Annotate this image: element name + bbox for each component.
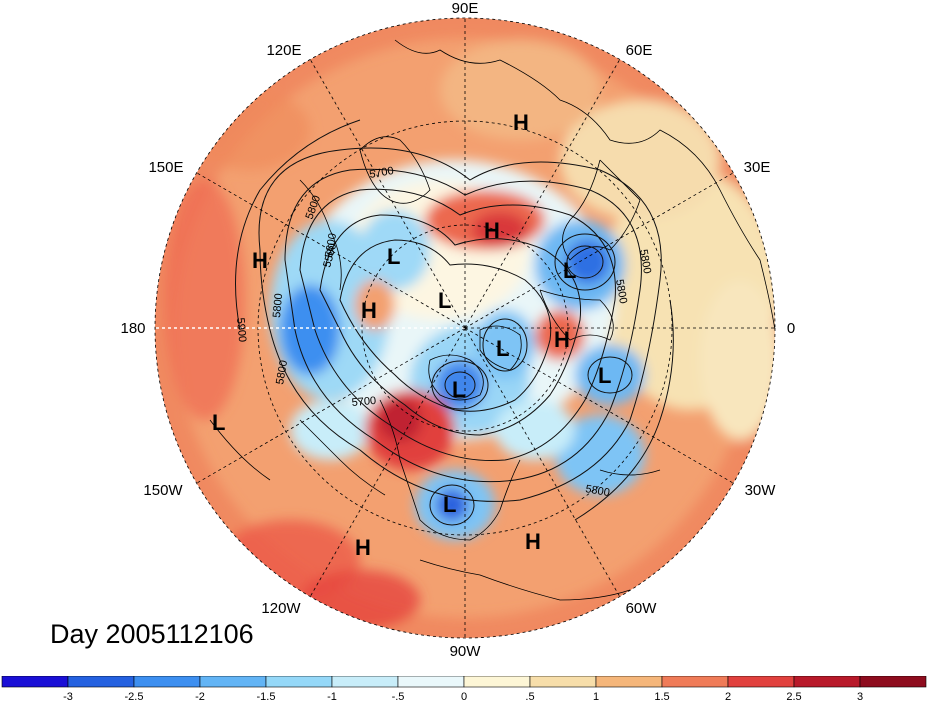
pressure-center-mark: H (484, 218, 500, 243)
colorbar-box (67, 676, 135, 688)
longitude-label: 90E (452, 0, 479, 17)
pressure-center-mark: L (496, 336, 509, 361)
colorbar-box (661, 676, 729, 688)
contour-label: 5800 (613, 278, 629, 304)
longitude-label: 60E (626, 42, 653, 59)
longitude-label: 120W (261, 600, 301, 617)
colorbar-box (199, 676, 267, 688)
longitude-label: 30E (744, 159, 771, 176)
colorbar-box (397, 676, 465, 688)
colorbar-box (133, 676, 201, 688)
colorbar-tick-label: .5 (525, 691, 534, 702)
map-boundary (154, 17, 776, 639)
contour-label-group: 5700 5800 5500 5800 5800 5600 5800 5900 … (234, 165, 653, 499)
longitude-label: 180 (120, 320, 145, 337)
contour-label: 5600 (323, 232, 339, 258)
colorbar-tick-label: -1.5 (257, 691, 276, 702)
colorbar-tick-label: -3 (63, 691, 73, 702)
longitude-label: 30W (745, 482, 777, 499)
contour-label: 5800 (271, 293, 285, 318)
pressure-center-mark: L (387, 244, 400, 269)
pressure-center-mark: H (513, 110, 529, 135)
day-label: Day 2005112106 (50, 619, 254, 649)
colorbar-box (463, 676, 531, 688)
colorbar-box (1, 676, 69, 688)
contour-label: 5700 (368, 165, 394, 181)
contour-label: 5700 (351, 395, 376, 409)
pressure-center-mark: L (598, 363, 611, 388)
colorbar: -3 -2.5 -2 -1.5 -1 -.5 0 .5 1 1.5 2 2.5 3 (1, 676, 927, 702)
longitude-label: 150W (143, 482, 183, 499)
colorbar-box (793, 676, 861, 688)
colorbar-tick-label: 0 (461, 691, 467, 702)
longitude-label: 120E (266, 42, 301, 59)
pressure-center-mark: H (525, 529, 541, 554)
longitude-labels: 90E 60E 30E 0 30W 60W 90W 120W 150W 180 … (120, 0, 795, 660)
colorbar-tick-label: -2.5 (125, 691, 144, 702)
colorbar-tick-label: -.5 (392, 691, 405, 702)
colorbar-box (265, 676, 333, 688)
anomaly-field (155, 18, 775, 638)
pressure-center-mark: L (443, 492, 456, 517)
colorbar-tick-label: 1 (593, 691, 599, 702)
colorbar-ticks: -3 -2.5 -2 -1.5 -1 -.5 0 .5 1 1.5 2 2.5 3 (63, 691, 863, 702)
colorbar-tick-label: 2 (725, 691, 731, 702)
colorbar-tick-label: 2.5 (786, 691, 801, 702)
pressure-center-mark: L (452, 377, 465, 402)
contour-label: 5800 (584, 483, 610, 499)
colorbar-tick-label: 3 (857, 691, 863, 702)
contour-label: 5900 (234, 317, 248, 342)
graticule (155, 18, 775, 638)
pressure-center-mark: H (361, 298, 377, 323)
pressure-center-mark: H (355, 535, 371, 560)
pressure-center-mark: L (563, 258, 576, 283)
longitude-label: 150E (148, 159, 183, 176)
longitude-label: 60W (626, 600, 658, 617)
pressure-center-mark: L (212, 410, 225, 435)
longitude-label: 90W (450, 643, 482, 660)
colorbar-box (595, 676, 663, 688)
colorbar-tick-label: -2 (195, 691, 205, 702)
coastlines (209, 39, 775, 601)
polar-map: 5700 5800 5500 5800 5800 5600 5800 5900 … (120, 0, 795, 660)
colorbar-tick-label: 1.5 (654, 691, 669, 702)
pressure-centers: H H L L H H L L H L L L L H H (212, 110, 611, 560)
height-contours (235, 119, 674, 526)
contour-label: 5800 (637, 248, 653, 274)
pressure-center-mark: L (438, 288, 451, 313)
contour-label: 5800 (274, 359, 290, 385)
longitude-label: 0 (787, 320, 795, 337)
colorbar-box (331, 676, 399, 688)
colorbar-box (859, 676, 927, 688)
colorbar-box (727, 676, 795, 688)
colorbar-tick-label: -1 (327, 691, 337, 702)
colorbar-boxes (1, 676, 927, 688)
colorbar-box (529, 676, 597, 688)
pressure-center-mark: H (554, 327, 570, 352)
pressure-center-mark: H (252, 248, 268, 273)
